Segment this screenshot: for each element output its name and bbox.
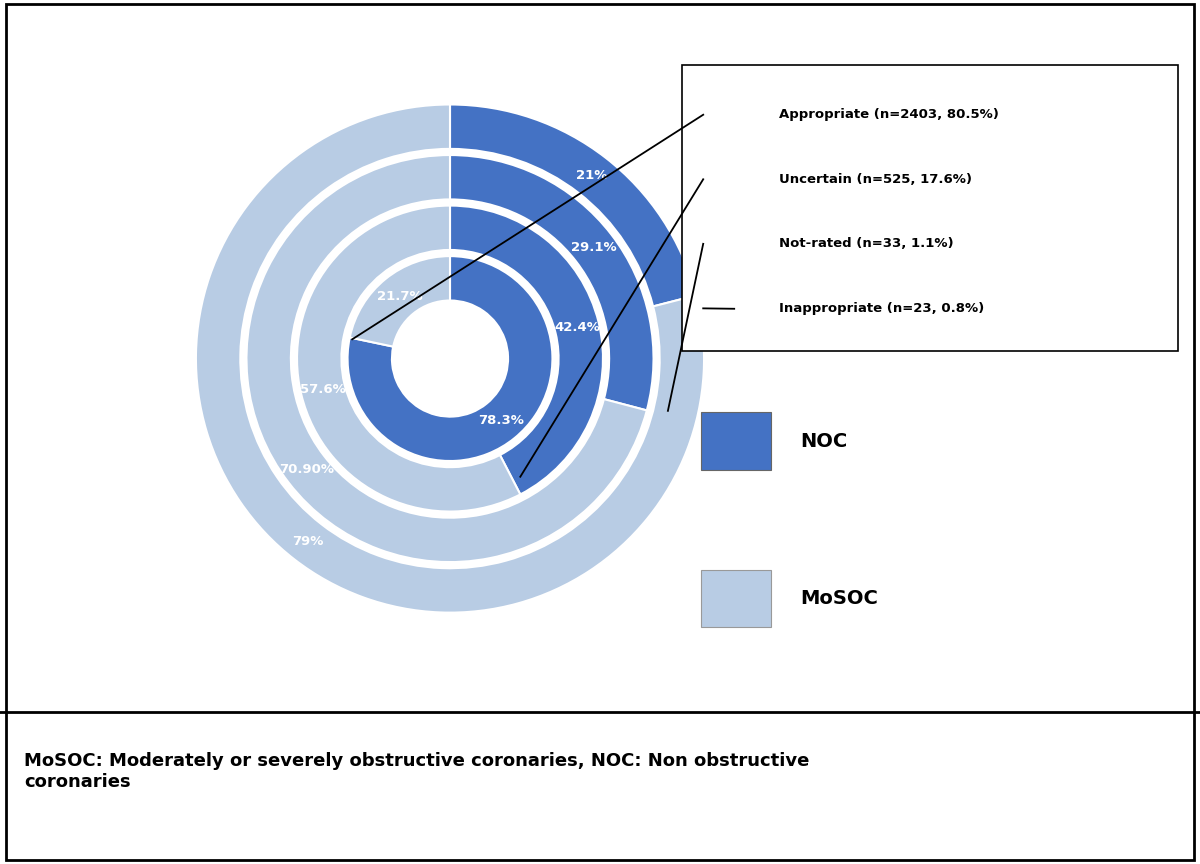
Text: Uncertain (n=525, 17.6%): Uncertain (n=525, 17.6%) [779,173,972,186]
Wedge shape [450,206,602,494]
Text: MoSOC: Moderately or severely obstructive coronaries, NOC: Non obstructive
coron: MoSOC: Moderately or severely obstructiv… [24,752,809,791]
Wedge shape [246,155,647,562]
Text: 57.6%: 57.6% [300,383,346,396]
FancyBboxPatch shape [701,412,770,470]
Text: Not-rated (n=33, 1.1%): Not-rated (n=33, 1.1%) [779,238,954,251]
Text: 21.7%: 21.7% [377,289,422,302]
Text: 42.4%: 42.4% [554,321,600,334]
Text: 78.3%: 78.3% [478,415,523,428]
Text: NOC: NOC [800,431,847,450]
Text: MoSOC: MoSOC [800,589,878,608]
FancyBboxPatch shape [701,570,770,627]
Text: 79%: 79% [292,536,324,549]
Text: 70.90%: 70.90% [278,463,334,476]
Wedge shape [196,105,704,613]
FancyBboxPatch shape [682,65,1178,352]
Text: 21%: 21% [576,168,608,181]
Text: Appropriate (n=2403, 80.5%): Appropriate (n=2403, 80.5%) [779,108,998,121]
Circle shape [394,302,506,415]
Wedge shape [298,206,521,511]
Wedge shape [450,105,696,307]
Wedge shape [349,256,450,346]
Text: Inappropriate (n=23, 0.8%): Inappropriate (n=23, 0.8%) [779,302,984,314]
Wedge shape [348,256,552,461]
Text: 29.1%: 29.1% [571,241,617,254]
Wedge shape [450,155,654,410]
